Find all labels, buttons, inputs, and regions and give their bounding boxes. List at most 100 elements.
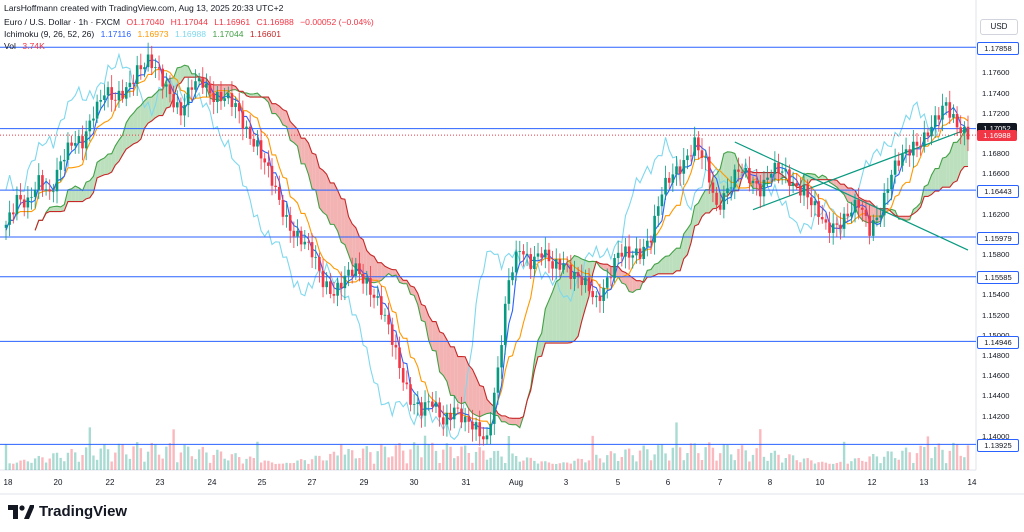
volume-bar — [675, 422, 678, 470]
volume-bar — [901, 450, 904, 470]
cloud-segment — [508, 417, 513, 425]
volume-bar — [915, 453, 919, 470]
candle-body — [59, 161, 62, 170]
price-tick: 1.14400 — [982, 391, 1010, 401]
volume-bar — [966, 445, 970, 470]
candle-body — [540, 253, 543, 258]
volume-bar — [708, 442, 711, 470]
volume-bar — [434, 450, 438, 470]
volume-bar — [270, 462, 274, 470]
candle-body — [361, 273, 365, 284]
volume-bar — [631, 455, 634, 470]
candle-body — [941, 105, 944, 120]
cloud-segment — [698, 195, 702, 225]
cloud-segment — [108, 153, 112, 175]
cloud-segment — [501, 415, 506, 422]
cloud-segment — [563, 261, 568, 344]
candle-body — [208, 83, 212, 94]
ichimoku-spanb-value: 1.16601 — [249, 29, 281, 39]
time-tick: 5 — [615, 478, 621, 487]
volume-bar — [613, 453, 616, 470]
candle-body — [478, 422, 482, 437]
volume-bar — [92, 455, 95, 470]
volume-bar — [773, 450, 777, 470]
tradingview-logo[interactable]: TradingView — [8, 503, 127, 520]
currency-selector[interactable]: USD — [980, 19, 1018, 35]
symbol-header[interactable]: Euro / U.S. Dollar · 1h · FXCM O1.17040 … — [4, 17, 378, 28]
ichimoku-legend[interactable]: Ichimoku (9, 26, 52, 26) 1.17116 1.16973… — [4, 29, 285, 40]
volume-bar — [511, 453, 514, 470]
candle-body — [908, 149, 911, 156]
volume-bar — [551, 463, 554, 470]
volume-bar — [252, 457, 255, 470]
volume-bar — [722, 444, 726, 470]
cloud-segment — [621, 271, 626, 285]
candle-body — [310, 242, 314, 258]
volume-bar — [438, 462, 441, 470]
volume-bar — [99, 448, 102, 470]
candle-body — [358, 263, 361, 274]
ohlc-high: H1.17044 — [170, 17, 208, 27]
candle-body — [922, 132, 926, 147]
time-tick: 7 — [717, 478, 723, 487]
volume-bar — [372, 463, 376, 470]
time-tick: Aug — [508, 478, 524, 487]
cloud-segment — [323, 170, 327, 216]
candle-body — [551, 261, 554, 269]
cloud-segment — [279, 106, 283, 125]
volume-bar — [514, 455, 518, 470]
candle-body — [427, 401, 430, 403]
candle-body — [157, 67, 161, 69]
volume-bar — [103, 444, 106, 470]
cloud-segment — [701, 189, 706, 217]
volume-bar — [121, 444, 124, 470]
volume-bar — [114, 452, 117, 470]
volume-bar — [391, 456, 394, 470]
trendlines — [734, 128, 969, 251]
candle-body — [4, 224, 8, 228]
cloud-segment — [53, 206, 58, 212]
cloud-segment — [479, 385, 484, 417]
cloud-segment — [60, 204, 65, 212]
candle-body — [882, 192, 886, 216]
volume-bar — [580, 458, 583, 470]
volume-bar — [729, 454, 733, 470]
candle-body — [744, 167, 748, 173]
candle-body — [915, 141, 919, 146]
cloud-segment — [836, 180, 841, 192]
candle-body — [241, 111, 245, 129]
candle-body — [81, 136, 84, 149]
volume-bar — [350, 450, 354, 470]
volume-bar — [340, 443, 343, 470]
volume-bar — [168, 443, 172, 470]
candle-body — [511, 272, 514, 281]
volume-legend[interactable]: Vol 3.74K — [4, 41, 49, 52]
volume-bar — [135, 442, 139, 470]
volume-bar — [489, 457, 492, 470]
volume-bar — [882, 456, 886, 470]
candle-body — [372, 294, 376, 298]
volume-bar — [238, 457, 241, 470]
volume-bar — [963, 457, 966, 470]
price-tick: 1.15800 — [982, 250, 1010, 260]
volume-bar — [780, 462, 784, 470]
volume-bar — [143, 461, 146, 470]
cloud-segment — [753, 172, 757, 189]
volume-bar — [941, 449, 944, 470]
volume-bar — [23, 459, 26, 470]
candle-body — [831, 223, 835, 233]
candle-body — [460, 408, 463, 423]
cloud-segment — [57, 206, 61, 212]
volume-bar — [394, 445, 398, 470]
volume-bar — [948, 450, 951, 470]
price-tick: 1.16800 — [982, 149, 1010, 159]
candle-body — [853, 199, 857, 213]
cloud-segment — [723, 151, 728, 197]
candle-body — [959, 127, 963, 134]
time-tick: 3 — [563, 478, 569, 487]
volume-bar — [853, 458, 857, 470]
volume-bar — [540, 461, 543, 470]
cloud-segment — [457, 356, 462, 404]
cloud-segment — [355, 227, 360, 272]
